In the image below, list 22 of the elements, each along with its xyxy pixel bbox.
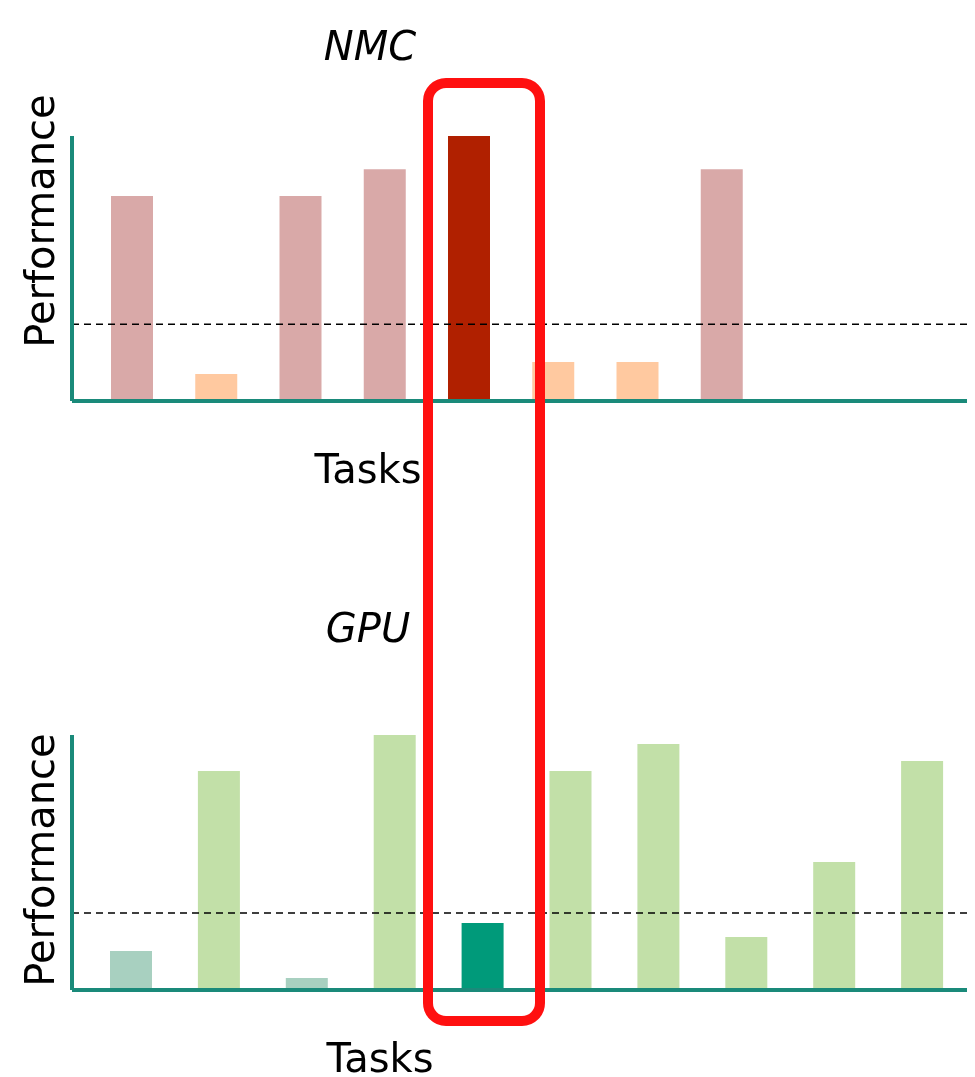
bar [813,861,856,990]
bar [279,195,322,401]
bar [549,770,592,990]
bar [700,169,743,401]
x-axis-title: Tasks [325,1035,435,1077]
chart-title: GPU [324,605,412,651]
bar [373,735,416,990]
bar [901,761,944,990]
y-axis-title: Performance [17,93,63,350]
bar [637,743,680,990]
bar [197,770,240,990]
chart-title: NMC [322,23,418,69]
bar [195,373,238,401]
bar [448,136,490,401]
bar [111,195,153,401]
bar [616,362,659,401]
x-axis-title: Tasks [313,446,423,492]
bar [461,922,504,990]
y-axis-title: Performance [17,732,63,989]
bar [363,169,406,401]
bar [725,936,768,990]
bar [110,950,152,990]
